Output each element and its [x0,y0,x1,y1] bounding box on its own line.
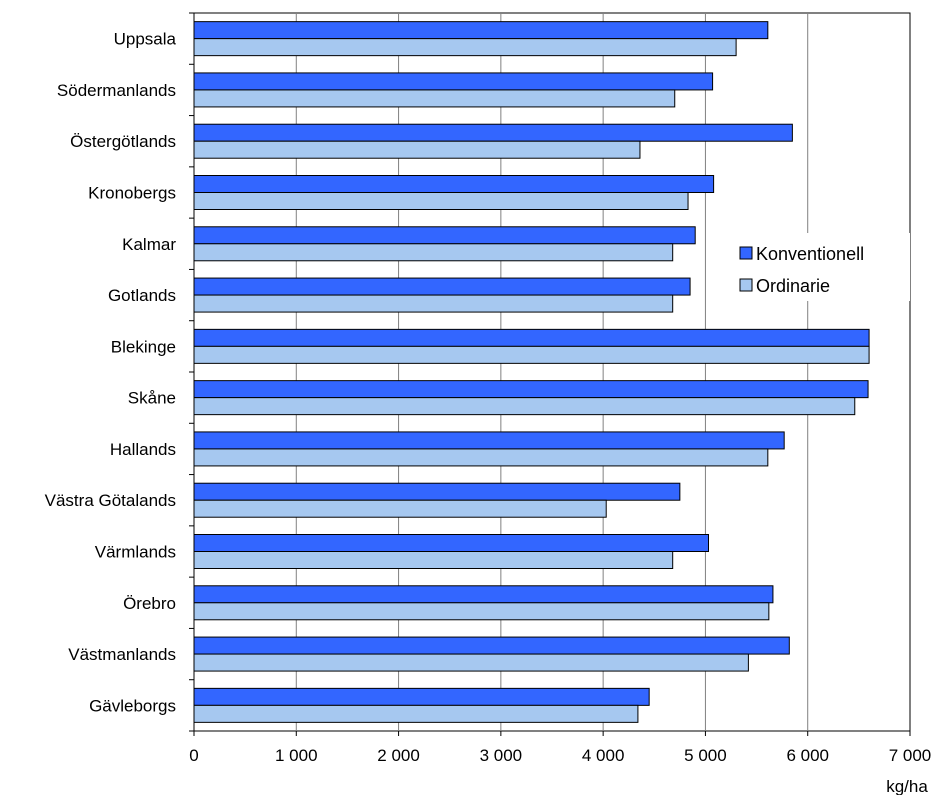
legend-swatch-ordinarie [739,278,753,292]
x-tick-label: 5 000 [684,746,727,765]
category-label: Skåne [128,389,176,408]
category-label: Blekinge [111,337,176,356]
bar-ordinarie [193,345,870,364]
bar-konventionell [193,482,681,501]
x-tick-label: 2 000 [377,746,420,765]
bar-ordinarie [193,448,769,467]
category-label: Kalmar [122,235,176,254]
bars [189,12,870,732]
category-label: Södermanlands [57,81,176,100]
bar-ordinarie [193,38,737,57]
category-label: Örebro [123,594,176,613]
category-label: Hallands [110,440,176,459]
bar-konventionell [193,277,691,296]
bar-konventionell [193,226,696,245]
legend-box [733,233,910,301]
legend-label-konventionell: Konventionell [756,244,864,264]
bar-ordinarie [193,243,674,262]
x-tick-label: 4 000 [582,746,625,765]
x-axis-ticks: 0 1 000 2 000 3 000 4 000 5 000 6 000 7 000 [189,731,931,765]
legend-label-ordinarie: Ordinarie [756,276,830,296]
bar-konventionell [193,380,869,399]
bar-ordinarie [193,140,641,159]
x-tick-label: 0 [189,746,198,765]
x-tick-label: 3 000 [480,746,523,765]
plot-area [193,12,911,732]
bar-konventionell [193,175,715,193]
category-label: Gävleborgs [89,696,176,715]
legend: Konventionell Ordinarie [733,233,910,301]
category-label: Västra Götalands [45,491,176,510]
bar-konventionell [193,585,774,604]
bar-ordinarie [193,192,689,210]
category-labels: Uppsala Södermanlands Östergötlands Kronobe… [45,30,177,716]
bar-konventionell [193,534,709,552]
bar-konventionell [193,636,790,655]
bar-konventionell [193,328,870,347]
bar-ordinarie [193,89,676,108]
x-tick-label: 1 000 [275,746,318,765]
bar-konventionell [193,431,785,450]
bar-konventionell [193,687,650,706]
bar-ordinarie [193,602,770,621]
category-label: Värmlands [95,543,176,562]
bar-konventionell [193,123,793,142]
bar-ordinarie [193,551,674,569]
bar-konventionell [193,72,714,91]
legend-swatch-konventionell [739,246,753,260]
bar-ordinarie [193,294,674,313]
x-tick-label: 7 000 [889,746,932,765]
x-tick-label: 6 000 [786,746,829,765]
category-label: Gotlands [108,286,176,305]
bar-konventionell [193,21,769,40]
bar-ordinarie [193,653,749,672]
category-label: Kronobergs [88,184,176,203]
category-label: Uppsala [114,30,177,49]
category-label: Östergötlands [70,132,176,151]
bar-ordinarie [193,704,639,723]
x-axis-unit-label: kg/ha [886,777,928,795]
bar-ordinarie [193,499,607,518]
bar-ordinarie [193,397,856,416]
category-label: Västmanlands [68,645,176,664]
